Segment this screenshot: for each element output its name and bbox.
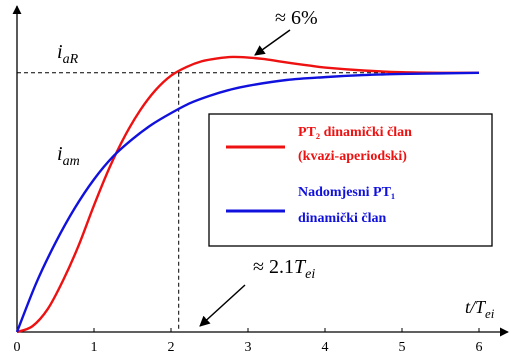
legend-label-2-cont: dinamički član xyxy=(298,211,387,226)
pt2-response-line xyxy=(16,55,480,334)
legend-box xyxy=(208,113,493,247)
x-tick-label: 6 xyxy=(476,340,483,355)
x-tick-label: 0 xyxy=(14,340,21,355)
overshoot-arrow xyxy=(254,29,291,56)
legend-label-1: PT₂ dinamički član xyxy=(298,125,412,140)
x-tick-label: 4 xyxy=(322,340,329,355)
pt1-response-line xyxy=(15,71,480,333)
x-tick-label: 5 xyxy=(399,340,406,355)
legend: PT₂ dinamički član (kvazi-aperiodski) Nado… xyxy=(208,113,493,247)
crossing-time-arrow xyxy=(199,284,246,327)
crossing-time-label: ≈ 2.1Tei xyxy=(253,256,315,282)
x-axis-label: t/Tei xyxy=(465,297,495,321)
overshoot-label: ≈ 6% xyxy=(275,7,318,29)
legend-label-1-cont: (kvazi-aperiodski) xyxy=(298,149,407,164)
current-label: iam xyxy=(57,143,80,169)
steady-state-label: iaR xyxy=(57,41,79,67)
x-tick-label: 2 xyxy=(168,340,175,355)
legend-label-2: Nadomjesni PT₁ xyxy=(298,185,395,200)
x-tick-label: 3 xyxy=(245,340,252,355)
x-tick-label: 1 xyxy=(91,340,98,355)
